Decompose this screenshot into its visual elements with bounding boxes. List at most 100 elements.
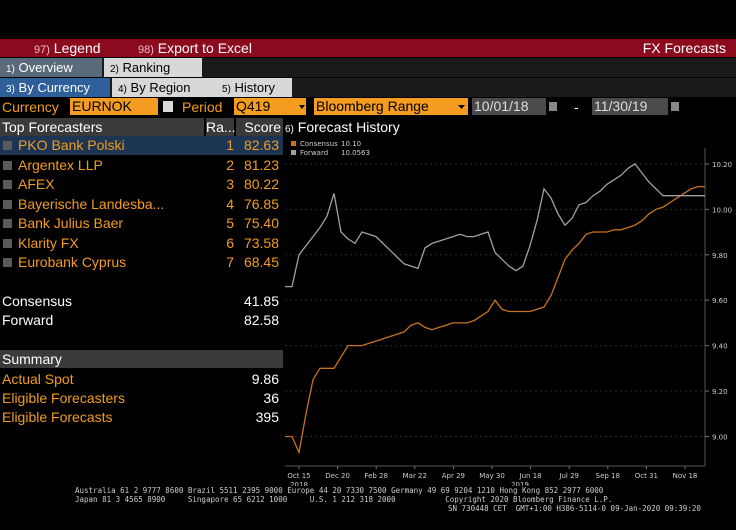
y-tick-label: 9.60 bbox=[712, 297, 728, 305]
controls-row: Currency EURNOK Period Q419 Bloomberg Ra… bbox=[0, 98, 736, 117]
tab-by-currency-label: By Currency bbox=[18, 80, 91, 95]
eligible-forecasters-row: Eligible Forecasters 36 bbox=[0, 389, 283, 408]
tab-by-region[interactable]: 4) By Region bbox=[112, 78, 218, 97]
forecaster-rank: 3 bbox=[226, 176, 234, 192]
tab-history-number: 5) bbox=[222, 84, 231, 95]
rank-header[interactable]: Ra... bbox=[206, 118, 236, 136]
actual-spot-row: Actual Spot 9.86 bbox=[0, 370, 283, 389]
forecaster-rank: 5 bbox=[226, 215, 234, 231]
x-tick-label: Oct 15 bbox=[287, 472, 310, 480]
x-tick-label: Nov 18 bbox=[673, 472, 698, 480]
period-label: Period bbox=[182, 99, 223, 115]
date-from-input[interactable]: 10/01/18 bbox=[472, 98, 546, 115]
footer-contacts-line2: Japan 81 3 4565 8900 Singapore 65 6212 1… bbox=[75, 495, 613, 504]
forecaster-rank: 7 bbox=[226, 254, 234, 270]
currency-input[interactable]: EURNOK bbox=[70, 98, 158, 115]
forecaster-rank: 2 bbox=[226, 156, 234, 173]
tab-overview-number: 1) bbox=[6, 64, 15, 75]
actual-spot-value: 9.86 bbox=[251, 371, 279, 387]
period-icon bbox=[163, 101, 173, 112]
date-separator: - bbox=[574, 99, 579, 115]
chart-title-bar: 6) Forecast History bbox=[285, 118, 736, 136]
footer-session-info: SN 730448 CET GMT+1:00 H386-5114-0 09-Ja… bbox=[448, 504, 701, 513]
forecast-history-chart[interactable]: 9.00 9.20 9.40 9.60 9.80 10.00 10.20 Oct 15 Dec … bbox=[285, 136, 736, 486]
page-title: FX Forecasts bbox=[642, 40, 726, 56]
currency-label: Currency bbox=[2, 99, 59, 115]
forecast-history-panel: 6) Forecast History 9.00 9.20 9.40 9.60 9.80… bbox=[285, 118, 736, 486]
tab-ranking[interactable]: 2) Ranking bbox=[104, 58, 202, 77]
actual-spot-label: Actual Spot bbox=[2, 371, 74, 387]
y-tick-label: 10.20 bbox=[712, 161, 732, 169]
function-toolbar: 97) Legend 98) Export to Excel FX Foreca… bbox=[0, 39, 736, 57]
legend-series-name: Forward bbox=[300, 149, 328, 157]
range-select[interactable]: Bloomberg Range bbox=[314, 98, 454, 115]
row-marker-icon bbox=[3, 141, 12, 150]
x-year-label: 2019 bbox=[511, 481, 529, 486]
x-tick-label: Oct 31 bbox=[635, 472, 658, 480]
eligible-forecasts-row: Eligible Forecasts 395 bbox=[0, 408, 283, 427]
forecaster-name: Argentex LLP bbox=[18, 156, 103, 173]
sub-tabs: 3) By Currency 4) By Region 5) History bbox=[0, 78, 736, 97]
row-marker-icon bbox=[3, 180, 12, 189]
forecaster-name: Bank Julius Baer bbox=[18, 215, 124, 231]
forecaster-row[interactable]: Eurobank Cyprus 7 68.45 bbox=[0, 253, 283, 272]
tab-history[interactable]: 5) History bbox=[216, 78, 292, 97]
forecaster-row[interactable]: Klarity FX 6 73.58 bbox=[0, 234, 283, 253]
tab-by-region-label: By Region bbox=[130, 80, 191, 95]
forecaster-score: 68.45 bbox=[243, 254, 279, 270]
export-excel-button[interactable]: 98) Export to Excel bbox=[134, 39, 268, 57]
forecaster-rank: 1 bbox=[226, 137, 234, 153]
x-year-label: 2018 bbox=[290, 481, 308, 486]
tab-by-currency[interactable]: 3) By Currency bbox=[0, 78, 110, 97]
consensus-value: 41.85 bbox=[243, 293, 279, 309]
forecaster-row[interactable]: Bayerische Landesba... 4 76.85 bbox=[0, 195, 283, 214]
period-dropdown-icon[interactable] bbox=[296, 98, 306, 115]
footer-contacts-line1: Australia 61 2 9777 8600 Brazil 5511 239… bbox=[75, 486, 604, 495]
tab-ranking-number: 2) bbox=[110, 64, 119, 75]
export-button-number: 98) bbox=[138, 44, 154, 56]
forecaster-score: 75.40 bbox=[243, 215, 279, 231]
forecaster-row[interactable]: Bank Julius Baer 5 75.40 bbox=[0, 214, 283, 233]
x-tick-label: Jun 18 bbox=[519, 472, 542, 480]
x-tick-label: Jul 29 bbox=[558, 472, 579, 480]
forecaster-score: 73.58 bbox=[243, 234, 279, 251]
tab-by-currency-number: 3) bbox=[6, 84, 15, 95]
score-header[interactable]: Score bbox=[236, 118, 283, 136]
chart-title: Forecast History bbox=[297, 119, 400, 135]
row-marker-icon bbox=[3, 160, 12, 170]
legend-button-label: Legend bbox=[53, 40, 101, 56]
range-dropdown-icon[interactable] bbox=[454, 98, 468, 115]
x-tick-label: Feb 28 bbox=[364, 472, 388, 480]
forecaster-row[interactable]: PKO Bank Polski 1 82.63 bbox=[0, 136, 283, 155]
legend-button-number: 97) bbox=[34, 44, 50, 56]
forecaster-score: 76.85 bbox=[243, 195, 279, 212]
x-tick-label: Apr 29 bbox=[442, 472, 465, 480]
main-tabs: 1) Overview 2) Ranking bbox=[0, 58, 736, 77]
y-tick-label: 9.80 bbox=[712, 252, 728, 260]
tab-ranking-label: Ranking bbox=[122, 60, 171, 75]
y-tick-label: 9.40 bbox=[712, 343, 728, 351]
tab-overview[interactable]: 1) Overview bbox=[0, 58, 102, 77]
legend-swatch bbox=[291, 141, 296, 146]
tab-by-region-number: 4) bbox=[118, 84, 127, 95]
period-input[interactable]: Q419 bbox=[234, 98, 296, 115]
date-to-calendar-icon[interactable] bbox=[670, 98, 680, 115]
legend-series-name: Consensus bbox=[300, 140, 338, 148]
forecaster-row[interactable]: Argentex LLP 2 81.23 bbox=[0, 156, 283, 175]
date-from-calendar-icon[interactable] bbox=[548, 98, 558, 115]
date-to-input[interactable]: 11/30/19 bbox=[592, 98, 668, 115]
row-marker-icon bbox=[3, 219, 12, 228]
y-tick-label: 9.00 bbox=[712, 433, 728, 441]
forecaster-name: PKO Bank Polski bbox=[18, 137, 125, 153]
eligible-forecasts-label: Eligible Forecasts bbox=[2, 409, 113, 425]
y-tick-label: 10.00 bbox=[712, 206, 732, 214]
consensus-label: Consensus bbox=[2, 293, 73, 309]
forecaster-row[interactable]: AFEX 3 80.22 bbox=[0, 175, 283, 194]
forward-value: 82.58 bbox=[243, 312, 279, 328]
forecaster-rank: 6 bbox=[226, 234, 234, 251]
top-forecasters-header[interactable]: Top Forecasters bbox=[0, 118, 204, 136]
legend-button[interactable]: 97) Legend bbox=[30, 39, 134, 57]
consensus-row: Consensus 41.85 bbox=[0, 292, 283, 311]
forecaster-score: 82.63 bbox=[243, 137, 279, 153]
row-marker-icon bbox=[3, 238, 12, 248]
